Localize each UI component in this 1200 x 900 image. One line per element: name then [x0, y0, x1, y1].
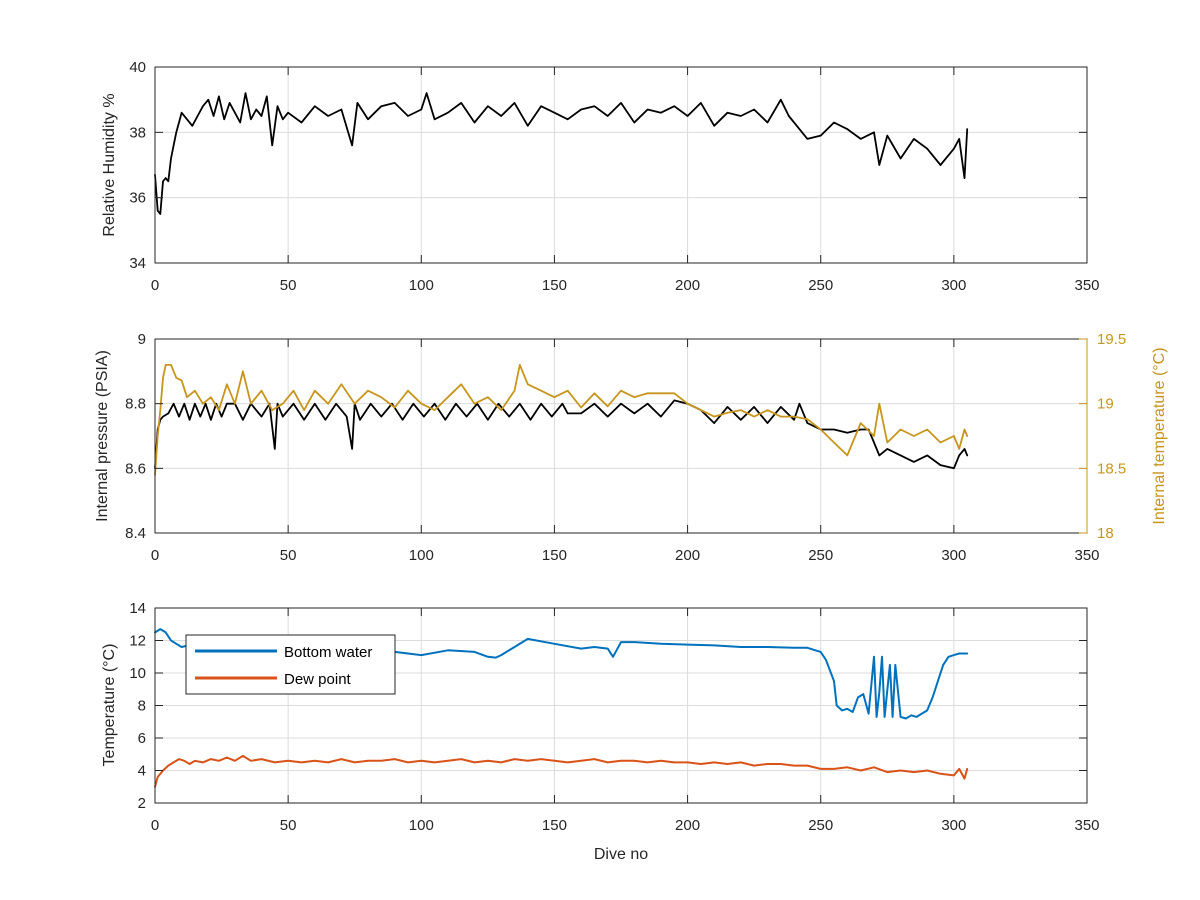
- y-tick-label: 6: [138, 730, 146, 747]
- pressure-axes-frame: [154, 338, 1088, 534]
- x-tick-label: 250: [808, 547, 833, 564]
- humidity-gridlines: [154, 66, 1088, 264]
- x-tick-label: 100: [409, 277, 434, 294]
- right-y-tick-label: 19: [1097, 396, 1114, 413]
- pressure-gridlines: [154, 338, 1088, 534]
- legend-box: [185, 634, 396, 695]
- humidity-x-ticks: 0 50 100 150 200 250 300 350: [151, 67, 1100, 294]
- x-tick-label: 350: [1074, 817, 1099, 834]
- x-tick-label: 50: [280, 277, 297, 294]
- temperature-x-ticks: 0 50 100 150 200 250 300 350: [151, 608, 1100, 834]
- internal-temperature-line: [154, 363, 969, 476]
- humidity-axes-frame: [154, 66, 1088, 264]
- y-tick-label: 2: [138, 795, 146, 812]
- temperature-y-axis-label: Temperature (°C): [101, 644, 118, 767]
- pressure-y-ticks: 8.4 8.6 8.8 9: [125, 331, 163, 542]
- pressure-x-ticks: 0 50 100 150 200 250 300 350: [151, 339, 1100, 564]
- y-tick-label: 4: [138, 763, 146, 780]
- x-tick-label: 200: [675, 547, 700, 564]
- x-tick-label: 300: [941, 277, 966, 294]
- x-tick-label: 150: [542, 277, 567, 294]
- x-tick-label: 350: [1074, 547, 1099, 564]
- x-tick-label: 100: [409, 547, 434, 564]
- humidity-series: [154, 92, 969, 215]
- humidity-panel: 0 50 100 150 200 250 300 350 34 36 38 40 Relative …: [101, 59, 1100, 294]
- x-tick-label: 100: [409, 817, 434, 834]
- y-tick-label: 38: [129, 124, 146, 141]
- temperature-panel: 0 50 100 150 200 250 300 350 2 4 6 8 10 12 14 Tempera…: [101, 600, 1100, 863]
- x-tick-label: 250: [808, 277, 833, 294]
- humidity-y-axis-label: Relative Humidity %: [101, 93, 118, 236]
- x-tick-label: 0: [151, 547, 159, 564]
- x-tick-label: 50: [280, 547, 297, 564]
- legend: Bottom water Dew point: [185, 634, 396, 695]
- y-tick-label: 8.8: [125, 396, 146, 413]
- pressure-series: [154, 363, 969, 476]
- x-tick-label: 50: [280, 817, 297, 834]
- x-tick-label: 200: [675, 817, 700, 834]
- x-tick-label: 300: [941, 547, 966, 564]
- dew-point-line: [154, 754, 969, 788]
- x-tick-label: 250: [808, 817, 833, 834]
- y-tick-label: 12: [129, 633, 146, 650]
- x-tick-label: 200: [675, 277, 700, 294]
- legend-label-dew-point: Dew point: [284, 671, 352, 688]
- internal-pressure-line: [154, 399, 969, 470]
- pressure-panel: 0 50 100 150 200 250 300 350 8.48.68.89 1818.51…: [94, 331, 1168, 564]
- y-tick-label: 34: [129, 255, 146, 272]
- internal-temperature-y-ticks: 18 18.5 19 19.5: [1079, 331, 1126, 542]
- x-tick-label: 150: [542, 817, 567, 834]
- humidity-line: [154, 92, 969, 215]
- internal-temperature-y-axis-label: Internal temperature (°C): [1151, 347, 1168, 524]
- y-tick-label: 40: [129, 59, 146, 76]
- legend-label-bottom-water: Bottom water: [284, 644, 372, 661]
- right-y-tick-label: 18: [1097, 525, 1114, 542]
- humidity-y-ticks: 34 36 38 40: [129, 59, 1087, 272]
- y-tick-label: 8.4: [125, 525, 146, 542]
- y-tick-label: 8: [138, 698, 146, 715]
- right-y-tick-label: 18.5: [1097, 460, 1126, 477]
- temperature-y-ticks: 2 4 6 8 10 12 14: [129, 600, 1087, 812]
- x-tick-label: 300: [941, 817, 966, 834]
- x-tick-label: 150: [542, 547, 567, 564]
- y-tick-label: 9: [138, 331, 146, 348]
- x-tick-label: 0: [151, 817, 159, 834]
- y-tick-label: 36: [129, 190, 146, 207]
- pressure-y-axis-label: Internal pressure (PSIA): [94, 350, 111, 522]
- x-axis-label: Dive no: [594, 846, 648, 863]
- right-y-tick-label: 19.5: [1097, 331, 1126, 348]
- x-tick-label: 350: [1074, 277, 1099, 294]
- y-tick-label: 10: [129, 665, 146, 682]
- y-tick-label: 14: [129, 600, 146, 617]
- y-tick-label: 8.6: [125, 460, 146, 477]
- x-tick-label: 0: [151, 277, 159, 294]
